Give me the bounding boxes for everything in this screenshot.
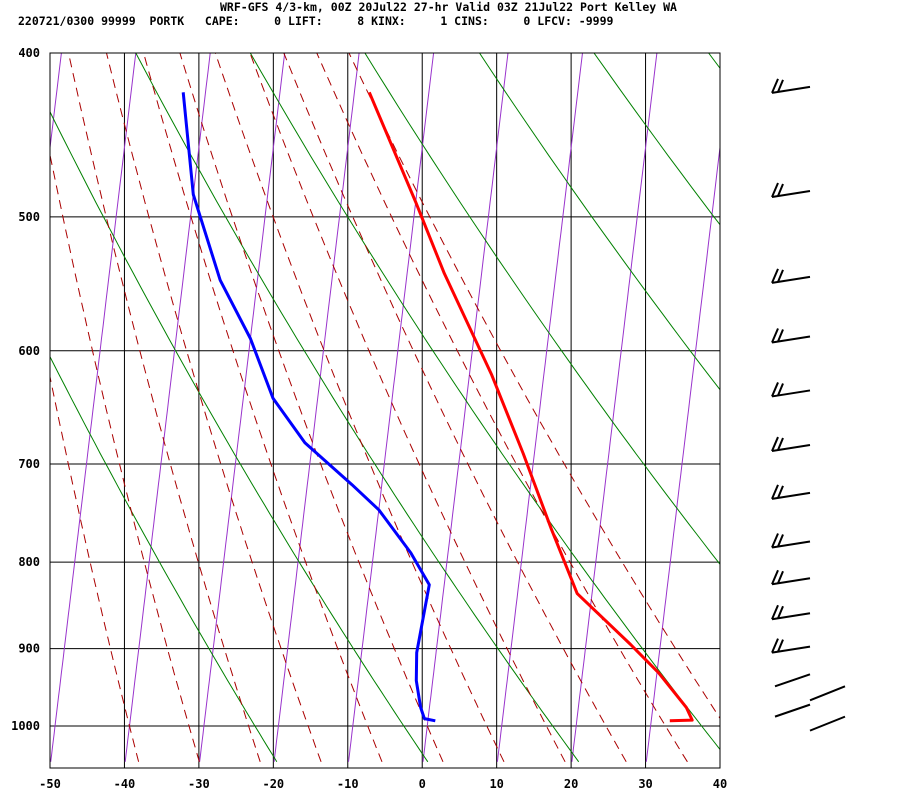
moist-adiabat-line (214, 53, 505, 763)
wind-barb (771, 436, 811, 453)
moist-adiabat-line (283, 53, 627, 763)
grid-layer (49, 52, 721, 768)
x-tick-label: 40 (713, 777, 727, 791)
x-tick-label: -10 (337, 777, 359, 791)
isotherm-line (422, 53, 509, 762)
dry-adiabat-line (249, 53, 720, 751)
plot-frame (49, 52, 721, 769)
wind-barb (771, 182, 811, 198)
moist-adiabat-line (316, 53, 688, 763)
x-tick-label: 30 (638, 777, 652, 791)
isotherm-line (721, 34, 808, 761)
wind-barb (771, 484, 811, 500)
isotherm-line (496, 53, 584, 762)
dry-adiabat-line (364, 53, 720, 566)
wind-barb (771, 638, 811, 654)
moist-adiabat-line (105, 53, 322, 762)
y-tick-label: 500 (18, 210, 40, 224)
x-tick-label: -50 (39, 777, 61, 791)
y-tick-label: 800 (18, 555, 40, 569)
x-tick-label: -40 (114, 777, 136, 791)
x-tick-label: 0 (419, 777, 426, 791)
dry-adiabat-line (50, 355, 278, 763)
wind-barb (771, 268, 811, 284)
isotherm-line (645, 143, 720, 762)
wind-barbs (771, 78, 846, 732)
wind-barb (774, 673, 846, 702)
y-tick-label: 400 (18, 46, 40, 60)
y-tick-label: 600 (18, 344, 40, 358)
wind-barb (771, 604, 811, 621)
dry-adiabat-line (135, 53, 580, 763)
dewpoint-line (181, 92, 436, 723)
wind-barb (771, 569, 811, 586)
wind-barb (774, 703, 846, 732)
x-tick-label: 20 (564, 777, 578, 791)
moist-adiabat-line (348, 53, 720, 720)
temperature-line (367, 91, 694, 723)
y-tick-label: 900 (18, 642, 40, 656)
moist-adiabat-line (67, 53, 261, 762)
dry-adiabat-line (707, 53, 720, 70)
x-tick-label: 10 (489, 777, 503, 791)
isotherm-line (273, 53, 360, 762)
background-lines (50, 34, 900, 763)
x-tick-label: -20 (262, 777, 284, 791)
isotherm-line (50, 53, 137, 762)
wind-barb (771, 533, 811, 549)
dry-adiabat-line (808, 34, 900, 761)
wind-barb (771, 328, 811, 344)
moist-adiabat-line (50, 374, 140, 762)
moist-adiabat-line (249, 53, 566, 763)
series-layer (181, 91, 694, 723)
sounding-stats-line: 220721/0300 99999 PORTK CAPE: 0 LIFT: 8 … (18, 14, 614, 28)
wind-barb (771, 382, 811, 398)
moist-adiabat-line (50, 152, 200, 762)
tick-labels: 400 500 600 700 800 900 1000 -50 -40 -30 -20 -10 0 10… (11, 46, 727, 791)
dry-adiabat-line (50, 110, 429, 763)
moist-adiabat-line (179, 53, 444, 763)
isotherm-line (199, 53, 286, 762)
isotherm-line (571, 53, 658, 762)
chart-title: WRF-GFS 4/3-km, 00Z 20Jul22 27-hr Valid … (220, 0, 677, 14)
y-tick-label: 700 (18, 457, 40, 471)
x-tick-label: -30 (188, 777, 210, 791)
moist-adiabat-line (143, 53, 383, 762)
isotherm-line (795, 34, 882, 761)
isotherm-line (348, 53, 435, 762)
y-tick-label: 1000 (11, 719, 40, 733)
wind-barb (771, 78, 811, 94)
dry-adiabat-line (478, 53, 720, 391)
dry-adiabat-line (593, 53, 720, 226)
